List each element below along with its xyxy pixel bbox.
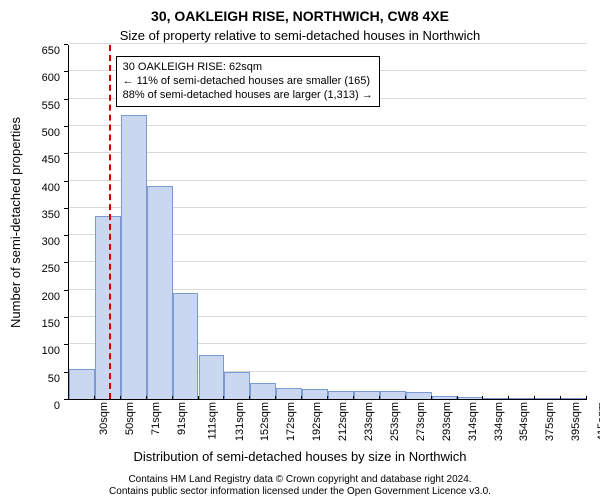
x-tick-label: 50sqm bbox=[124, 402, 136, 435]
x-tick-label: 273sqm bbox=[415, 402, 427, 441]
x-tick-label: 192sqm bbox=[311, 402, 323, 441]
x-axis-label: Distribution of semi-detached houses by … bbox=[0, 449, 600, 464]
x-tick-label: 91sqm bbox=[176, 402, 188, 435]
histogram-bar bbox=[483, 398, 509, 399]
x-tick-label: 395sqm bbox=[570, 402, 582, 441]
y-tick-label: 300 bbox=[28, 236, 60, 248]
histogram-bar bbox=[147, 186, 173, 399]
x-tick-label: 131sqm bbox=[234, 402, 246, 441]
annotation-line: 88% of semi-detached houses are larger (… bbox=[123, 88, 373, 102]
footer-line: Contains public sector information licen… bbox=[0, 486, 600, 498]
x-tick-label: 212sqm bbox=[337, 402, 349, 441]
y-tick-label: 100 bbox=[28, 345, 60, 357]
histogram-bar bbox=[354, 391, 380, 399]
histogram-bar bbox=[406, 392, 432, 399]
y-tick-label: 450 bbox=[28, 154, 60, 166]
x-tick-label: 334sqm bbox=[493, 402, 505, 441]
x-tick-label: 30sqm bbox=[98, 402, 110, 435]
histogram-bar bbox=[509, 398, 535, 399]
histogram-bar bbox=[276, 388, 302, 399]
y-axis-label: Number of semi-detached properties bbox=[6, 45, 24, 400]
x-tick-label: 172sqm bbox=[285, 402, 297, 441]
x-tick-label: 314sqm bbox=[467, 402, 479, 441]
annotation-line: ← 11% of semi-detached houses are smalle… bbox=[123, 74, 373, 88]
plot-area: 30 OAKLEIGH RISE: 62sqm← 11% of semi-det… bbox=[68, 45, 586, 400]
histogram-bar bbox=[432, 396, 458, 399]
reference-line bbox=[109, 45, 111, 399]
x-tick-label: 71sqm bbox=[150, 402, 162, 435]
histogram-bar bbox=[224, 372, 250, 399]
x-tick-label: 415sqm bbox=[596, 402, 600, 441]
y-tick-label: 600 bbox=[28, 72, 60, 84]
annotation-box: 30 OAKLEIGH RISE: 62sqm← 11% of semi-det… bbox=[116, 56, 380, 107]
y-tick-label: 0 bbox=[28, 400, 60, 412]
x-axis-ticks: 30sqm 50sqm 71sqm 91sqm 111sqm 131sqm 152sqm 17… bbox=[68, 400, 586, 446]
footer-line: Contains HM Land Registry data © Crown c… bbox=[0, 474, 600, 486]
histogram-bar bbox=[199, 355, 225, 399]
annotation-line: 30 OAKLEIGH RISE: 62sqm bbox=[123, 60, 373, 74]
chart-title-sub: Size of property relative to semi-detach… bbox=[0, 28, 600, 43]
chart-container: 30, OAKLEIGH RISE, NORTHWICH, CW8 4XE Si… bbox=[0, 0, 600, 500]
histogram-bar bbox=[328, 391, 354, 399]
y-tick-label: 200 bbox=[28, 291, 60, 303]
x-tick-label: 293sqm bbox=[441, 402, 453, 441]
histogram-bar bbox=[250, 383, 276, 399]
y-axis-ticks: 050100150200250300350400450500550600650 bbox=[28, 45, 64, 400]
histogram-bar bbox=[302, 389, 328, 399]
histogram-bar bbox=[121, 115, 147, 399]
chart-title-main: 30, OAKLEIGH RISE, NORTHWICH, CW8 4XE bbox=[0, 8, 600, 24]
x-tick-label: 253sqm bbox=[389, 402, 401, 441]
y-tick-label: 650 bbox=[28, 45, 60, 57]
footer-attribution: Contains HM Land Registry data © Crown c… bbox=[0, 474, 600, 498]
x-tick-label: 375sqm bbox=[544, 402, 556, 441]
y-tick-label: 400 bbox=[28, 182, 60, 194]
y-tick-label: 150 bbox=[28, 318, 60, 330]
x-tick-label: 354sqm bbox=[519, 402, 531, 441]
y-tick-label: 350 bbox=[28, 209, 60, 221]
histogram-bar bbox=[561, 398, 587, 399]
histogram-bar bbox=[535, 398, 561, 399]
histogram-bar bbox=[380, 391, 406, 399]
x-tick-label: 233sqm bbox=[363, 402, 375, 441]
histogram-bar bbox=[69, 369, 95, 399]
y-tick-label: 50 bbox=[28, 373, 60, 385]
y-tick-label: 550 bbox=[28, 100, 60, 112]
x-tick-label: 111sqm bbox=[206, 402, 218, 440]
histogram-bar bbox=[95, 216, 121, 399]
histogram-bar bbox=[458, 397, 484, 399]
y-tick-label: 250 bbox=[28, 263, 60, 275]
x-tick-label: 152sqm bbox=[260, 402, 272, 441]
histogram-bar bbox=[173, 293, 199, 400]
y-tick-label: 500 bbox=[28, 127, 60, 139]
